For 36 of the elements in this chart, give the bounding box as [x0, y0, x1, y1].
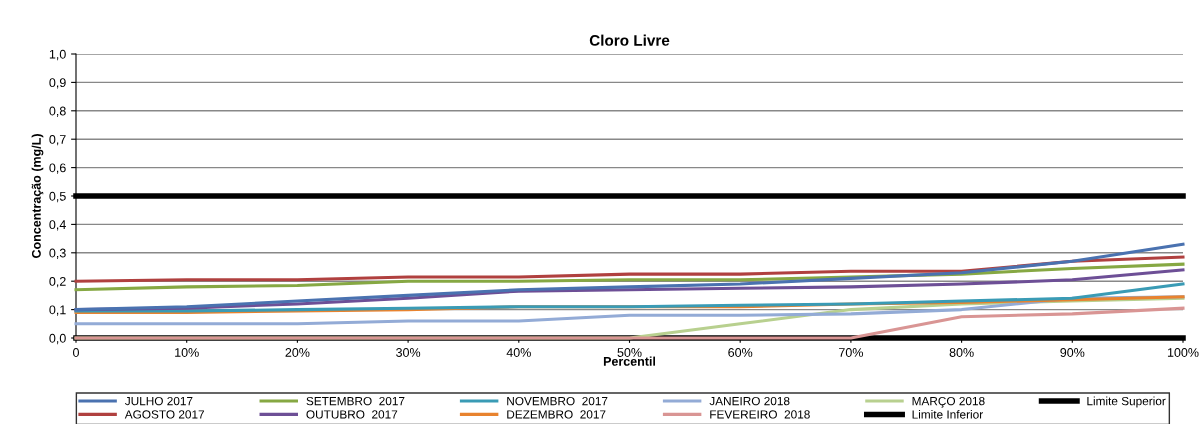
legend-label: Limite Inferior [912, 409, 983, 419]
y-tick-label: 0,6 [49, 163, 66, 174]
x-tick-label: 80% [949, 348, 974, 357]
x-tick-label: 70% [839, 348, 863, 357]
legend-label: AGOSTO 2017 [124, 410, 205, 419]
x-tick-label: 10% [175, 348, 199, 357]
legend-label: FEVEREIRO 2018 [710, 410, 810, 419]
chart-title: Cloro Livre [589, 34, 670, 46]
x-tick-label: 100% [1167, 348, 1199, 357]
legend-label: JULHO 2017 [124, 396, 193, 406]
y-tick-label: 0,4 [49, 220, 66, 231]
legend-label: DEZEMBRO 2017 [507, 410, 606, 419]
y-tick-label: 1,0 [49, 49, 66, 61]
x-tick-label: 0 [73, 348, 79, 357]
x-tick-label: 30% [396, 348, 421, 357]
x-tick-label: 40% [506, 348, 531, 357]
y-axis-title: Concentração (mg/L) [31, 134, 44, 258]
x-tick-label: 50% [617, 348, 642, 357]
legend-label: Limite Superior [1087, 396, 1166, 408]
legend-label: JANEIRO 2018 [709, 396, 790, 406]
x-tick-label: 20% [285, 348, 310, 357]
y-tick-label: 0,7 [49, 135, 66, 146]
y-tick-label: 0,1 [49, 305, 66, 316]
y-tick-label: 0,2 [49, 277, 66, 288]
legend-label: OUTUBRO 2017 [306, 410, 398, 419]
y-tick-label: 0,3 [49, 248, 66, 259]
x-tick-label: 90% [1060, 348, 1085, 357]
y-tick-label: 0,0 [49, 333, 66, 345]
y-tick-label: 0,5 [49, 191, 66, 203]
legend-label: MARÇO 2018 [912, 396, 985, 408]
x-tick-label: 60% [728, 348, 753, 357]
legend-label: NOVEMBRO 2017 [507, 396, 608, 406]
y-tick-label: 0,8 [49, 106, 66, 117]
x-axis-title: Percentil [603, 356, 656, 366]
y-tick-label: 0,9 [49, 78, 66, 89]
legend-label: SETEMBRO 2017 [306, 396, 405, 406]
